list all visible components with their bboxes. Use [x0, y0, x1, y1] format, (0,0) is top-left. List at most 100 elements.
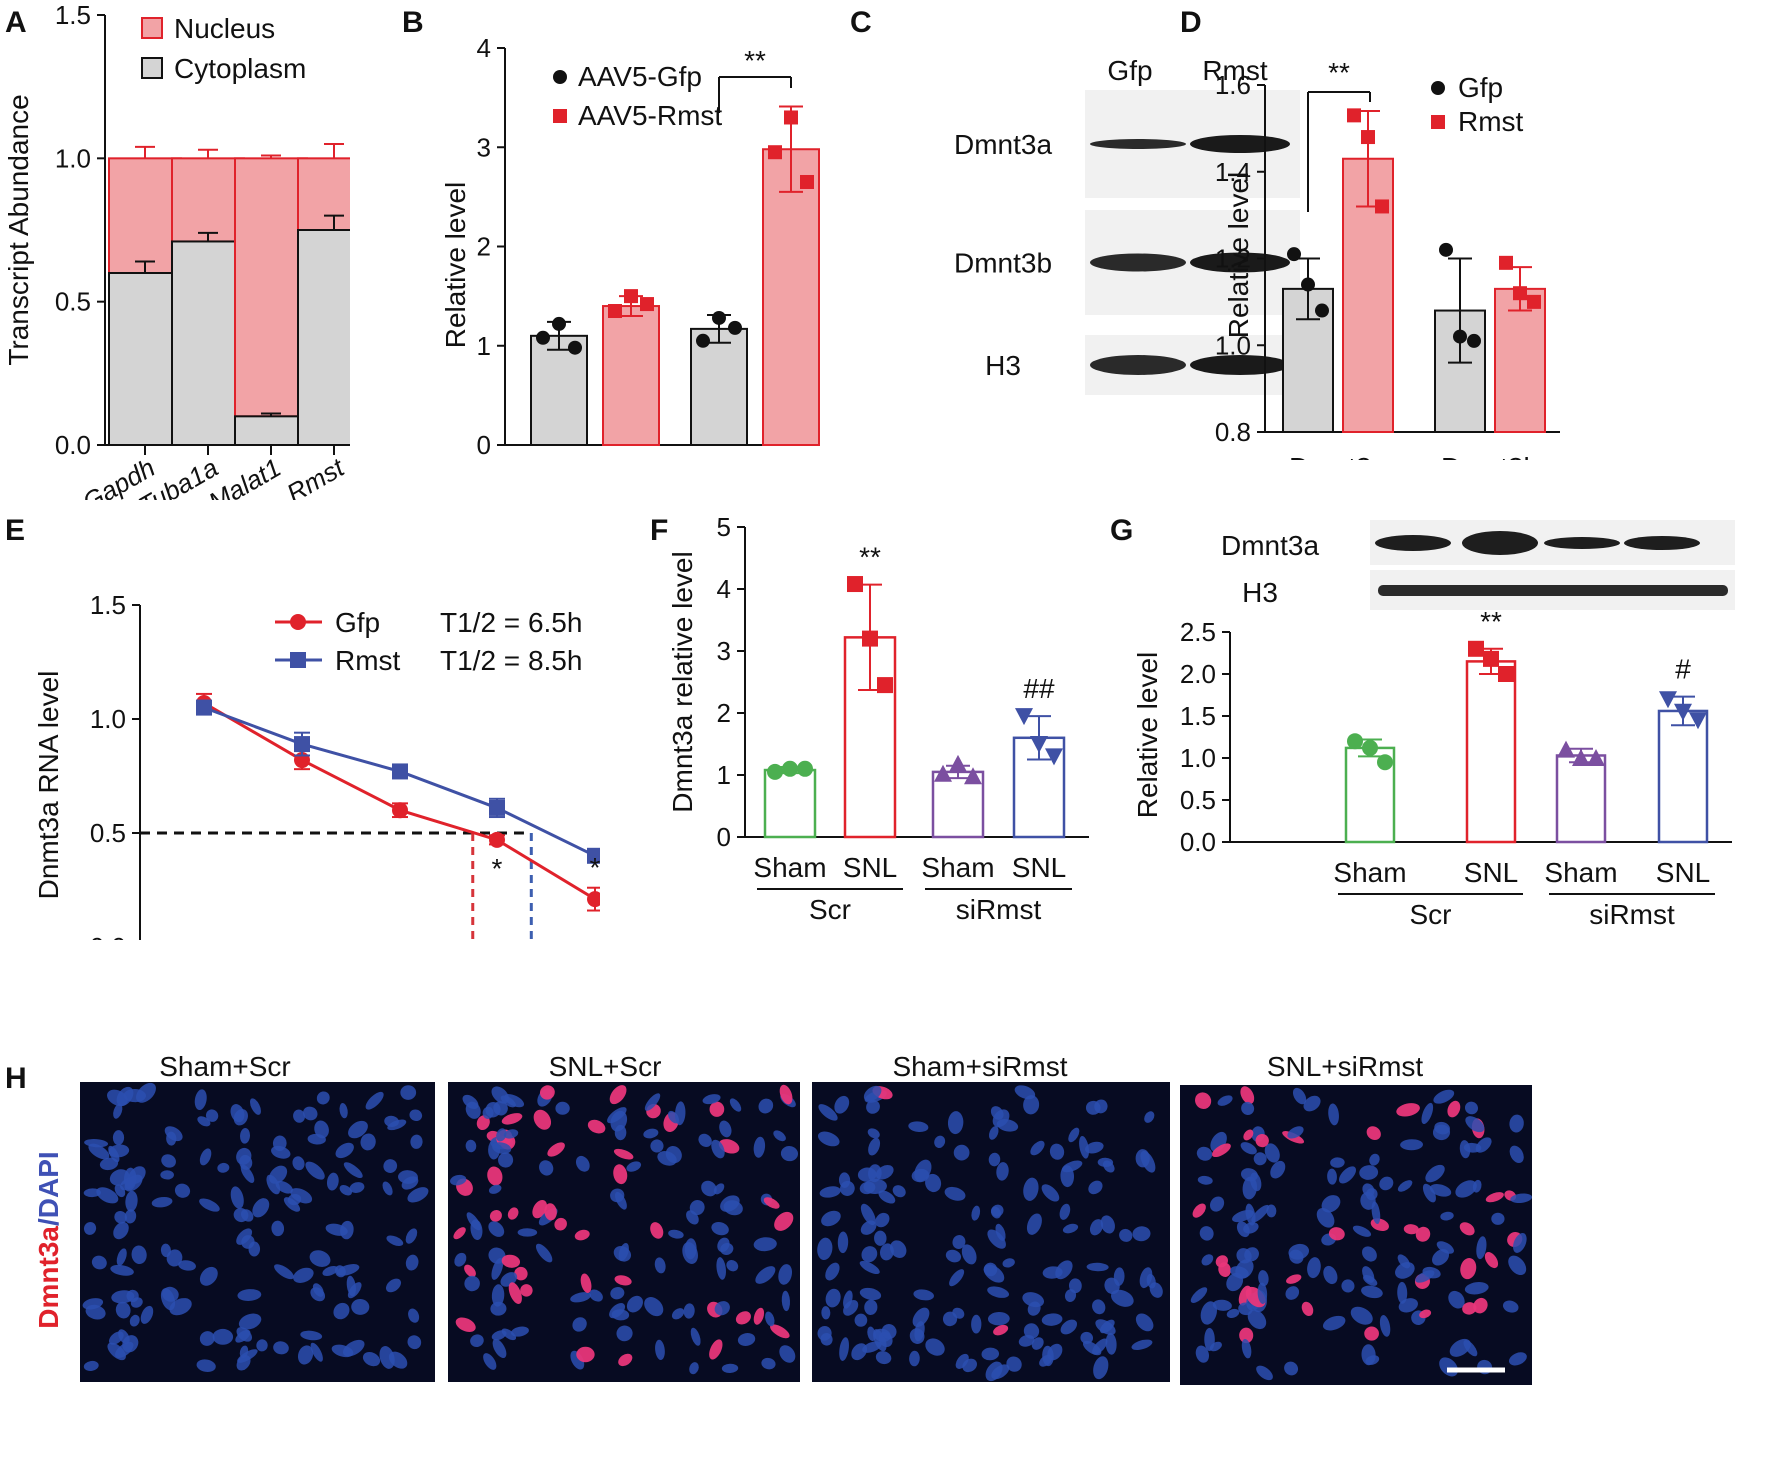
h-nucleus	[532, 1199, 548, 1219]
h-nucleus	[453, 1227, 466, 1240]
h-nucleus	[465, 1139, 477, 1153]
h-nucleus	[113, 1221, 129, 1240]
a-bar-nucleus	[108, 157, 182, 274]
h-nucleus	[991, 1364, 1010, 1380]
d-point	[1347, 108, 1361, 123]
h-nucleus	[1110, 1289, 1134, 1307]
h-nucleus	[110, 1264, 134, 1276]
g-point	[1347, 733, 1363, 750]
h-nucleus	[256, 1339, 268, 1352]
h-nucleus	[160, 1170, 174, 1180]
panel-e-chart: E0.00.51.01.5024812Time(h)Dnmt3a RNA lev…	[5, 514, 600, 940]
h-nucleus	[765, 1311, 775, 1327]
h-nucleus	[151, 1196, 173, 1208]
h-nucleus	[349, 1182, 365, 1193]
h-nucleus	[333, 1302, 350, 1320]
g-point	[1659, 691, 1677, 709]
h-nucleus	[114, 1210, 127, 1224]
h-nucleus	[1245, 1203, 1256, 1226]
f-point	[767, 763, 783, 780]
panel-letter: H	[5, 1062, 27, 1095]
f-point	[1015, 708, 1033, 726]
h-nucleus	[1284, 1361, 1299, 1376]
h-nucleus	[487, 1166, 503, 1186]
h-nucleus	[719, 1120, 732, 1138]
d-legend-marker-gfp	[1431, 81, 1445, 95]
h-nucleus	[196, 1359, 216, 1372]
h-nucleus	[615, 1191, 627, 1210]
b-point	[568, 340, 582, 355]
h-nucleus	[1104, 1277, 1120, 1295]
h-nucleus	[1253, 1152, 1267, 1166]
h-nucleus	[1244, 1247, 1259, 1262]
e-legend-marker-gfp	[290, 614, 306, 630]
h-nucleus	[194, 1089, 207, 1111]
h-nucleus	[912, 1307, 930, 1327]
h-nucleus	[961, 1244, 977, 1265]
h-nucleus	[863, 1085, 882, 1102]
h-nucleus	[737, 1333, 756, 1346]
h-nucleus	[1132, 1226, 1151, 1242]
a-legend-swatch-cytoplasm	[141, 57, 163, 79]
h-nucleus	[1365, 1355, 1380, 1365]
b-y-label: Relative level	[440, 182, 471, 349]
h-nucleus	[91, 1255, 107, 1270]
b-point	[728, 320, 742, 335]
panel-g-chart: G Dmnt3a H3 0.0 0.5 1.0 1.5 2.0 2.5 Relative leve…	[1110, 514, 1735, 930]
a-y-label: Transcript Abundance	[3, 94, 34, 365]
h-nucleus	[609, 1303, 626, 1319]
f-y-label: Dmnt3a relative level	[667, 551, 698, 812]
h-nucleus	[483, 1353, 497, 1370]
f-sig-label: ##	[1023, 673, 1055, 704]
h-nucleus	[618, 1353, 633, 1367]
c-col-label-gfp: Gfp	[1107, 55, 1152, 86]
h-nucleus	[199, 1148, 212, 1166]
h-nucleus	[881, 1323, 897, 1339]
h-nucleus	[125, 1190, 138, 1212]
f-y-tick-label: 3	[717, 636, 731, 666]
h-nucleus	[1068, 1127, 1080, 1143]
h-nucleus	[1330, 1157, 1345, 1168]
h-nucleus	[1086, 1262, 1109, 1272]
d-y-tick-label: 0.8	[1215, 417, 1251, 447]
h-nucleus	[702, 1094, 721, 1105]
h-nucleus	[464, 1275, 480, 1292]
h-nucleus	[913, 1289, 934, 1301]
h-nucleus	[1022, 1292, 1045, 1308]
h-nucleus	[587, 1119, 606, 1134]
h-nucleus	[1361, 1285, 1383, 1299]
h-nucleus	[470, 1219, 483, 1241]
g-bar	[1657, 709, 1709, 844]
b-y-tick-label: 2	[477, 232, 491, 262]
a-y-tick-label: 0.0	[55, 430, 91, 460]
h-nucleus	[533, 1109, 552, 1130]
h-nucleus	[909, 1350, 920, 1367]
h-nucleus	[85, 1304, 106, 1320]
h-nucleus	[682, 1242, 698, 1265]
h-nucleus	[88, 1143, 110, 1160]
a-y-tick-label: 1.5	[55, 0, 91, 30]
g-sig-label: #	[1675, 654, 1691, 685]
h-nucleus	[1366, 1126, 1381, 1141]
c-blot-band	[1090, 253, 1186, 272]
h-nucleus	[1062, 1223, 1079, 1234]
h-nucleus	[859, 1260, 880, 1275]
h-nucleus	[230, 1186, 244, 1209]
h-nucleus	[115, 1341, 134, 1358]
h-nucleus	[237, 1349, 258, 1363]
h-nucleus	[386, 1235, 404, 1246]
h-nucleus	[1397, 1281, 1408, 1304]
h-nucleus	[482, 1106, 494, 1120]
h-nucleus	[1041, 1184, 1060, 1202]
h-nucleus	[1217, 1095, 1233, 1106]
panel-h-images: H Sham+Scr SNL+Scr Sham+siRmst SNL+siRmst Dmn…	[5, 1051, 1533, 1385]
d-y-tick-label: 1.6	[1215, 70, 1251, 100]
h-side-label: Dmnt3a/DAPI	[33, 1151, 64, 1328]
h-nucleus	[325, 1223, 348, 1236]
h-nucleus	[1241, 1338, 1252, 1359]
h-nucleus	[1088, 1180, 1103, 1195]
h-nucleus	[1398, 1298, 1418, 1313]
g-y-tick-label: 2.5	[1180, 617, 1216, 647]
e-point	[294, 736, 310, 753]
